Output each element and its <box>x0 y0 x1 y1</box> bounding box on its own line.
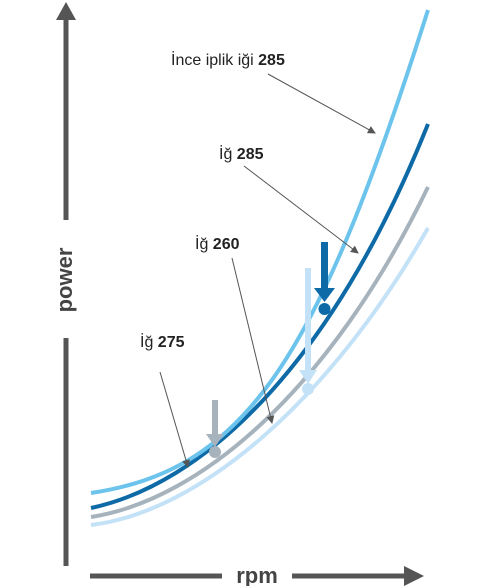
curve-ince-iplik-igi-285 <box>90 9 430 495</box>
x-axis-arrowhead <box>404 566 424 586</box>
leader-line-ig-275 <box>159 371 190 468</box>
y-axis <box>56 2 76 566</box>
power-drop-indicator-dark <box>314 242 335 315</box>
label-ince-iplik-igi-285: İnce iplik iği 285 <box>171 50 285 69</box>
power-drop-indicator-light <box>299 268 317 395</box>
curve-ig-275 <box>90 227 430 527</box>
curve-ig-260 <box>90 186 430 519</box>
curve-ig-285 <box>90 123 430 510</box>
y-axis-arrowhead <box>56 2 76 20</box>
y-axis-title: power <box>52 247 77 312</box>
leader-line-ig-260 <box>231 257 275 424</box>
label-ig-285: İğ 285 <box>219 144 264 163</box>
power-drop-indicator-grey <box>206 400 224 458</box>
leader-line-ince-iplik-igi <box>267 73 376 134</box>
x-axis-title: rpm <box>236 563 278 586</box>
x-axis <box>90 566 424 586</box>
label-ig-260: İğ 260 <box>195 234 240 253</box>
label-ig-275: İğ 275 <box>140 332 185 351</box>
leader-line-ig-285 <box>243 165 359 254</box>
